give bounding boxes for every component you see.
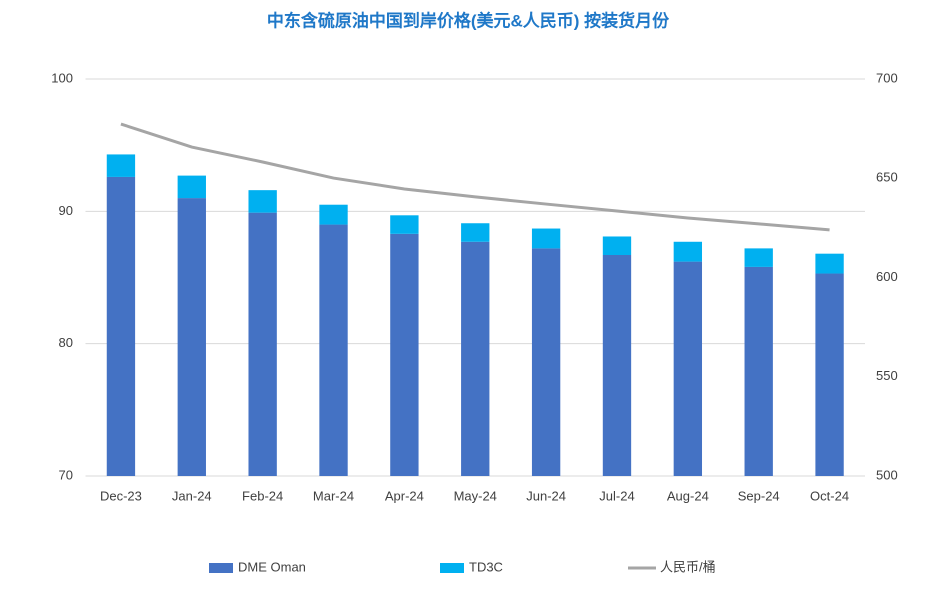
bar (106, 176, 136, 476)
x-tick-label: Jul-24 (599, 488, 634, 503)
x-tick-label: Jan-24 (172, 488, 212, 503)
y2-tick-label: 500 (876, 467, 898, 482)
bar (177, 198, 206, 476)
bar (390, 215, 419, 234)
legend-label: TD3C (469, 559, 503, 574)
x-tick-label: Oct-24 (810, 488, 849, 503)
x-tick-label: Sep-24 (738, 488, 780, 503)
bar (319, 224, 348, 476)
x-tick-label: Aug-24 (667, 488, 709, 503)
bar (602, 255, 632, 476)
bar (744, 248, 773, 267)
bar (319, 204, 348, 225)
y2-tick-label: 600 (876, 269, 898, 284)
y-tick-label: 100 (51, 70, 73, 85)
bar (531, 228, 561, 249)
bar (815, 273, 844, 476)
x-tick-label: Mar-24 (313, 488, 354, 503)
bar (744, 266, 773, 476)
bar (461, 241, 490, 476)
legend-label: 人民币/桶 (660, 559, 716, 574)
y-tick-label: 80 (59, 335, 73, 350)
x-tick-label: Feb-24 (242, 488, 283, 503)
legend-label: DME Oman (238, 559, 306, 574)
x-tick-label: Jun-24 (526, 488, 566, 503)
bar (531, 248, 561, 476)
bar (177, 175, 206, 199)
bar (248, 190, 277, 213)
chart-title: 中东含硫原油中国到岸价格(美元&人民币) 按装货月份 (267, 10, 670, 30)
bar (602, 236, 632, 256)
bar (815, 253, 844, 274)
y-tick-label: 70 (59, 467, 73, 482)
bar (390, 233, 419, 476)
legend-swatch (440, 563, 464, 573)
x-tick-label: Apr-24 (385, 488, 424, 503)
bar (673, 261, 703, 476)
bar (106, 154, 136, 177)
bar (461, 223, 490, 242)
line (120, 122, 830, 232)
y2-tick-label: 650 (876, 170, 898, 185)
bar (248, 212, 277, 476)
legend-swatch (209, 563, 233, 573)
y2-tick-label: 700 (876, 70, 898, 85)
bar (673, 241, 703, 262)
y2-tick-label: 550 (876, 368, 898, 383)
x-tick-label: Dec-23 (100, 488, 142, 503)
x-tick-label: May-24 (454, 488, 497, 503)
y-tick-label: 90 (59, 203, 73, 218)
